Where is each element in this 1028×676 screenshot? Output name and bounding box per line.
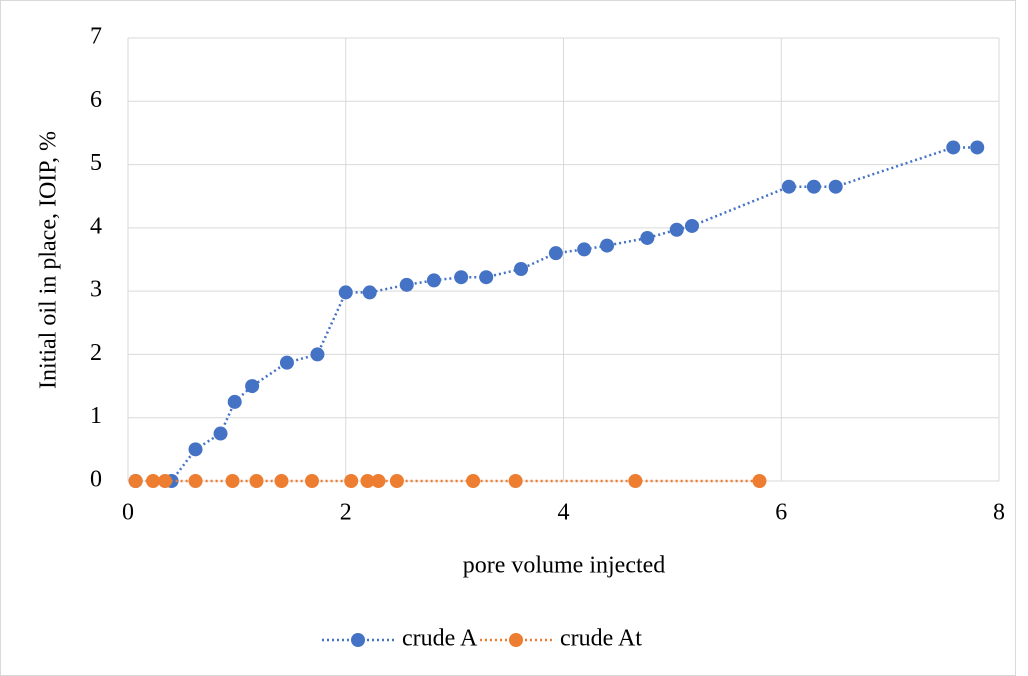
data-point xyxy=(371,474,386,488)
y-tick-label: 3 xyxy=(90,277,102,303)
data-point xyxy=(310,347,325,362)
y-axis-title: Initial oil in place, IOIP, % xyxy=(36,131,62,389)
x-tick-label: 2 xyxy=(340,500,352,526)
data-point xyxy=(225,474,240,488)
data-point xyxy=(213,426,228,441)
data-point xyxy=(389,474,404,488)
data-point xyxy=(188,474,203,488)
data-point xyxy=(227,394,242,409)
legend-marker xyxy=(509,633,523,647)
data-point xyxy=(399,277,414,292)
y-tick-label: 5 xyxy=(90,150,102,176)
legend-label: crude At xyxy=(560,626,642,652)
data-point xyxy=(669,222,684,237)
data-point xyxy=(514,261,529,276)
data-point xyxy=(249,474,264,488)
data-point xyxy=(806,179,821,194)
y-tick-label: 1 xyxy=(90,403,102,429)
data-point xyxy=(344,474,359,488)
data-point xyxy=(245,379,260,394)
data-point xyxy=(362,285,377,300)
x-tick-label: 0 xyxy=(122,500,134,526)
data-point xyxy=(781,179,796,194)
y-tick-label: 2 xyxy=(90,340,102,366)
data-point xyxy=(454,270,469,285)
data-point xyxy=(828,179,843,194)
x-axis-title: pore volume injected xyxy=(463,553,666,579)
x-tick-label: 4 xyxy=(558,500,570,526)
y-tick-label: 0 xyxy=(90,467,102,493)
data-point xyxy=(274,474,289,488)
data-point xyxy=(338,285,353,300)
data-point xyxy=(146,474,161,488)
data-point xyxy=(577,242,592,257)
x-tick-label: 6 xyxy=(775,500,787,526)
data-point xyxy=(128,474,143,488)
data-point xyxy=(304,474,319,488)
data-point xyxy=(752,474,767,488)
data-point xyxy=(188,442,203,457)
y-tick-label: 4 xyxy=(90,213,102,239)
data-point xyxy=(640,230,655,245)
data-point xyxy=(970,140,985,155)
data-point xyxy=(158,474,173,488)
data-point xyxy=(946,140,961,155)
data-point xyxy=(684,218,699,233)
data-point xyxy=(479,270,494,285)
data-point xyxy=(508,474,523,488)
x-tick-label: 8 xyxy=(993,500,1005,526)
data-point xyxy=(360,474,375,488)
data-point xyxy=(426,273,441,288)
legend-marker xyxy=(351,633,365,647)
data-point xyxy=(279,355,294,370)
data-point xyxy=(548,246,563,261)
data-point xyxy=(600,238,615,253)
y-tick-label: 7 xyxy=(90,24,102,50)
y-tick-label: 6 xyxy=(90,87,102,113)
legend-label: crude A xyxy=(402,626,478,652)
data-point xyxy=(466,474,481,488)
data-point xyxy=(628,474,643,488)
